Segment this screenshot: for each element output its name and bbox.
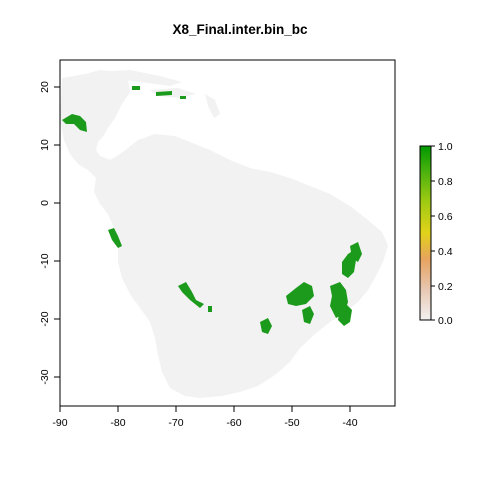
y-tick-label: 20: [39, 81, 51, 93]
legend-labels: 1.0 0.8 0.6 0.4 0.2 0.0: [438, 141, 453, 327]
plot-frame: [59, 59, 396, 407]
presence-colombia: [108, 228, 122, 248]
presence-pernambuco: [350, 242, 362, 262]
presence-peru-bolivia-2: [208, 306, 212, 312]
legend-ticks: [431, 145, 435, 321]
presence-caribbean-1: [132, 86, 140, 90]
legend-tick-label: 0.6: [438, 211, 453, 223]
y-axis-ticks: [54, 86, 60, 378]
legend-tick-label: 0.8: [438, 176, 453, 188]
plot-title: X8_Final.inter.bin_bc: [172, 22, 308, 37]
y-tick-label: 0: [39, 200, 51, 206]
x-tick-label: -90: [52, 417, 67, 429]
x-axis-ticks: [59, 406, 351, 412]
presence-central-america: [62, 114, 87, 132]
presence-caribbean-2: [156, 91, 172, 96]
presence-minas-1: [302, 306, 314, 324]
y-axis-labels: 20 10 0 -10 -20 -30: [39, 81, 51, 385]
y-tick-label: 10: [39, 139, 51, 151]
y-tick-label: -20: [39, 311, 51, 326]
x-tick-label: -60: [226, 417, 241, 429]
x-tick-label: -80: [110, 417, 125, 429]
x-tick-label: -50: [284, 417, 299, 429]
legend-tick-label: 1.0: [438, 141, 453, 153]
legend-tick-label: 0.4: [438, 246, 453, 258]
land-antilles: [205, 94, 220, 118]
x-tick-label: -40: [342, 417, 357, 429]
presence-caribbean-3: [180, 96, 186, 99]
land-south-america: [60, 70, 388, 398]
legend-tick-label: 0.0: [438, 315, 453, 327]
land-cuba: [95, 70, 182, 86]
y-tick-label: -30: [39, 369, 51, 384]
x-tick-label: -70: [168, 417, 183, 429]
presence-sao-paulo: [286, 282, 314, 306]
y-tick-label: -10: [39, 253, 51, 268]
legend-tick-label: 0.2: [438, 281, 453, 293]
presence-espirito-santo: [338, 304, 352, 326]
x-axis-labels: -90 -80 -70 -60 -50 -40: [52, 417, 357, 429]
legend-color-bar: [419, 145, 432, 321]
presence-layer: [62, 86, 362, 334]
presence-peru-bolivia: [178, 282, 204, 308]
presence-paraguay: [260, 318, 272, 334]
land-layer: [60, 70, 388, 398]
